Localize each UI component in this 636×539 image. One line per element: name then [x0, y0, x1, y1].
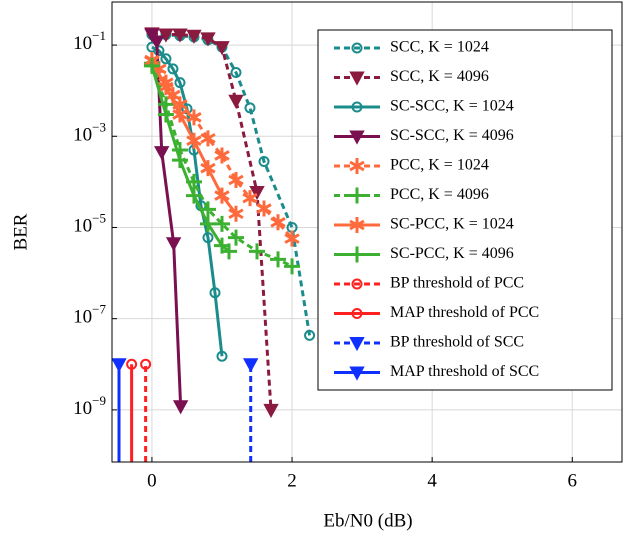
- marker: [126, 358, 138, 370]
- legend-label: PCC, K = 4096: [390, 186, 489, 203]
- marker: [186, 132, 202, 149]
- y-tick-label: 10−5: [73, 210, 106, 236]
- marker: [349, 130, 365, 145]
- y-tick-label: 10−7: [73, 302, 106, 328]
- marker: [157, 106, 174, 123]
- y-axis-label: BER: [10, 213, 31, 250]
- marker: [249, 243, 266, 260]
- legend-box: [317, 29, 613, 391]
- marker: [249, 185, 265, 201]
- legend-label: SCC, K = 4096: [390, 68, 489, 85]
- marker: [263, 403, 279, 418]
- legend-label: BP threshold of PCC: [390, 275, 524, 292]
- marker: [284, 230, 300, 247]
- legend: SCC, K = 1024 SCC, K = 4096 SC-SCC, K = 10…: [317, 29, 613, 391]
- legend-label: SC-PCC, K = 1024: [390, 216, 514, 233]
- marker: [214, 41, 230, 56]
- y-tick-label: 10−3: [73, 119, 106, 145]
- marker: [172, 106, 188, 123]
- marker: [186, 109, 202, 126]
- legend-label: SCC, K = 1024: [390, 39, 489, 56]
- x-tick-label: 6: [568, 470, 578, 491]
- marker: [214, 187, 230, 204]
- marker: [158, 79, 174, 96]
- x-tick-label: 2: [287, 470, 297, 491]
- marker: [213, 215, 230, 232]
- marker: [349, 366, 365, 381]
- legend-label: MAP threshold of SCC: [390, 363, 539, 380]
- marker: [349, 158, 365, 174]
- marker: [228, 94, 244, 109]
- marker: [199, 201, 216, 218]
- marker: [227, 229, 244, 246]
- marker: [200, 32, 216, 47]
- marker: [242, 190, 258, 207]
- x-axis-label: Eb/N0 (dB): [323, 510, 412, 531]
- marker: [270, 251, 287, 268]
- marker: [230, 67, 242, 79]
- legend-label: MAP threshold of PCC: [390, 304, 539, 321]
- marker: [351, 278, 363, 290]
- series-line: [150, 62, 293, 268]
- marker: [186, 29, 202, 44]
- marker: [149, 35, 165, 50]
- y-tick-label: 10−1: [73, 28, 106, 54]
- marker: [111, 358, 127, 373]
- legend-label: PCC, K = 1024: [390, 157, 489, 174]
- marker: [284, 258, 301, 275]
- series-line: [151, 31, 273, 410]
- series-line: [151, 45, 224, 357]
- marker: [209, 287, 221, 299]
- x-tick-label: 0: [147, 470, 157, 491]
- marker: [165, 237, 182, 252]
- marker: [174, 77, 186, 89]
- marker: [199, 215, 216, 232]
- marker: [270, 214, 286, 231]
- marker: [228, 205, 244, 222]
- marker: [351, 308, 363, 319]
- marker: [214, 147, 230, 164]
- marker: [171, 152, 188, 169]
- marker: [351, 101, 363, 113]
- marker: [172, 28, 188, 43]
- marker: [143, 57, 160, 74]
- legend-label: BP threshold of SCC: [390, 334, 524, 351]
- marker: [140, 358, 152, 370]
- marker: [351, 42, 363, 54]
- marker: [200, 160, 216, 177]
- marker: [172, 400, 189, 415]
- marker: [167, 63, 179, 75]
- legend-label: SC-PCC, K = 4096: [390, 245, 514, 262]
- legend-label: SC-SCC, K = 4096: [390, 127, 514, 144]
- legend-label: SC-SCC, K = 1024: [390, 98, 514, 115]
- marker: [349, 217, 365, 233]
- marker: [349, 246, 365, 263]
- marker: [216, 350, 228, 362]
- marker: [256, 200, 272, 217]
- marker: [158, 28, 174, 43]
- marker: [181, 103, 193, 115]
- plot-frame: [111, 1, 623, 463]
- marker: [349, 71, 365, 86]
- marker: [185, 187, 202, 204]
- marker: [220, 243, 237, 260]
- marker: [244, 102, 256, 114]
- marker: [304, 329, 316, 341]
- y-tick-label: 10−9: [73, 393, 106, 419]
- marker: [258, 155, 270, 167]
- marker: [154, 146, 170, 161]
- x-tick-label: 4: [427, 470, 437, 491]
- marker: [228, 171, 244, 188]
- marker: [202, 232, 214, 244]
- marker: [160, 53, 172, 65]
- marker: [200, 130, 216, 147]
- marker: [243, 358, 259, 373]
- marker: [349, 337, 365, 352]
- marker: [144, 28, 160, 43]
- marker: [349, 187, 365, 204]
